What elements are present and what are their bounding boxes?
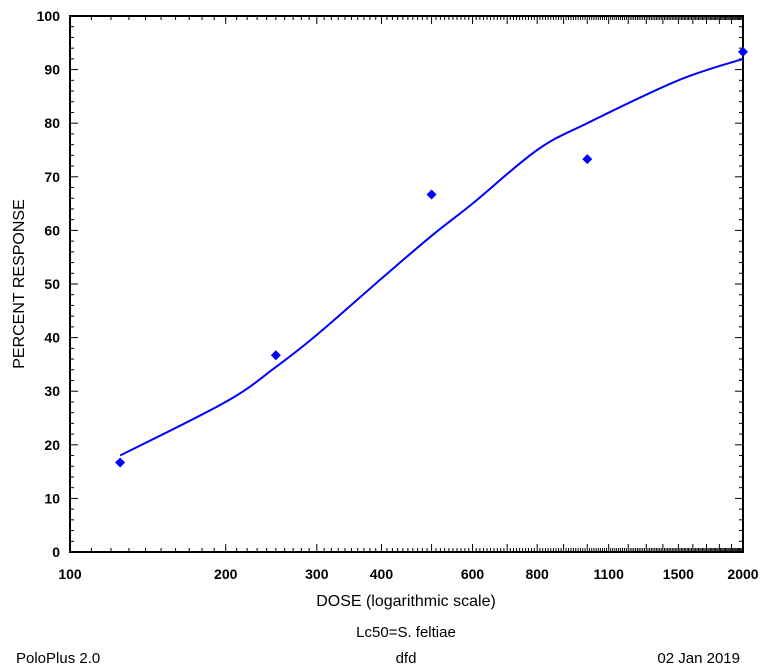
x-tick-label: 100 <box>58 566 82 582</box>
y-tick-label: 100 <box>37 8 61 24</box>
data-point-diamond <box>426 189 437 200</box>
x-tick-label: 400 <box>370 566 394 582</box>
y-tick-label: 30 <box>44 383 60 399</box>
y-axis-ticks: 0 10 20 30 40 50 60 70 80 90 100 <box>37 8 743 560</box>
y-tick-label: 90 <box>44 62 60 78</box>
footer-software: PoloPlus 2.0 <box>16 650 100 667</box>
fitted-curve-layer <box>119 57 744 457</box>
data-point-diamond <box>115 457 126 468</box>
x-tick-label: 300 <box>305 566 329 582</box>
x-tick-label: 600 <box>461 566 485 582</box>
x-tick-label: 800 <box>525 566 549 582</box>
data-point-diamond <box>582 154 593 165</box>
x-tick-label: 1500 <box>663 566 694 582</box>
y-tick-label: 50 <box>44 276 60 292</box>
y-tick-label: 60 <box>44 222 60 238</box>
y-tick-label: 40 <box>44 330 60 346</box>
y-tick-label: 70 <box>44 169 60 185</box>
x-tick-label: 2000 <box>727 566 758 582</box>
y-tick-label: 0 <box>52 544 60 560</box>
fitted-response-curve <box>119 57 744 457</box>
x-tick-label: 1100 <box>594 566 625 582</box>
data-point-diamond <box>738 46 748 57</box>
y-tick-label: 10 <box>44 490 60 506</box>
data-points-layer <box>115 46 748 468</box>
data-point-diamond <box>270 350 281 361</box>
y-tick-label: 20 <box>44 437 60 453</box>
y-axis-title: PERCENT RESPONSE <box>11 199 28 369</box>
x-tick-label: 200 <box>214 566 238 582</box>
footer-date: 02 Jan 2019 <box>657 650 740 667</box>
x-axis-title: DOSE (logarithmic scale) <box>316 593 496 610</box>
chart-caption: Lc50=S. feltiae <box>356 624 456 641</box>
y-tick-label: 80 <box>44 115 60 131</box>
x-axis-ticks: 100 200 300 400 600 800 1100 1500 2000 <box>58 16 759 582</box>
footer-dataset: dfd <box>396 650 417 667</box>
